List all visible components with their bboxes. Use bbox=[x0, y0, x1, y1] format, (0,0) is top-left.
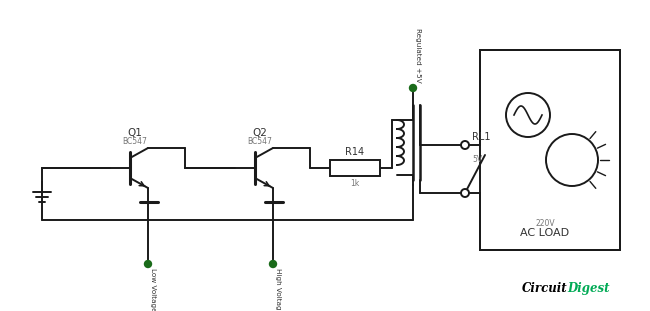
Text: RL1: RL1 bbox=[472, 132, 491, 142]
Text: AC LOAD: AC LOAD bbox=[521, 228, 569, 238]
Text: BC547: BC547 bbox=[248, 137, 272, 146]
Circle shape bbox=[270, 261, 276, 267]
Text: BC547: BC547 bbox=[123, 137, 148, 146]
Text: 5V: 5V bbox=[472, 155, 482, 164]
Text: Q2: Q2 bbox=[253, 128, 267, 138]
Text: Regulated +5V: Regulated +5V bbox=[415, 28, 421, 83]
Circle shape bbox=[546, 134, 598, 186]
Bar bbox=[480, 50, 620, 250]
Text: Low Voltage Trigger: Low Voltage Trigger bbox=[150, 268, 156, 311]
Text: R14: R14 bbox=[345, 147, 365, 157]
Text: 220V: 220V bbox=[535, 219, 555, 228]
Circle shape bbox=[461, 189, 469, 197]
Circle shape bbox=[461, 141, 469, 149]
Bar bbox=[330, 160, 380, 176]
Text: Circuit: Circuit bbox=[523, 282, 568, 295]
Circle shape bbox=[506, 93, 550, 137]
Text: 1k: 1k bbox=[350, 179, 359, 188]
Circle shape bbox=[144, 261, 151, 267]
Text: Digest: Digest bbox=[567, 282, 610, 295]
Circle shape bbox=[410, 85, 417, 91]
Text: High Voltage Trigger: High Voltage Trigger bbox=[275, 268, 281, 311]
Text: Q1: Q1 bbox=[127, 128, 142, 138]
